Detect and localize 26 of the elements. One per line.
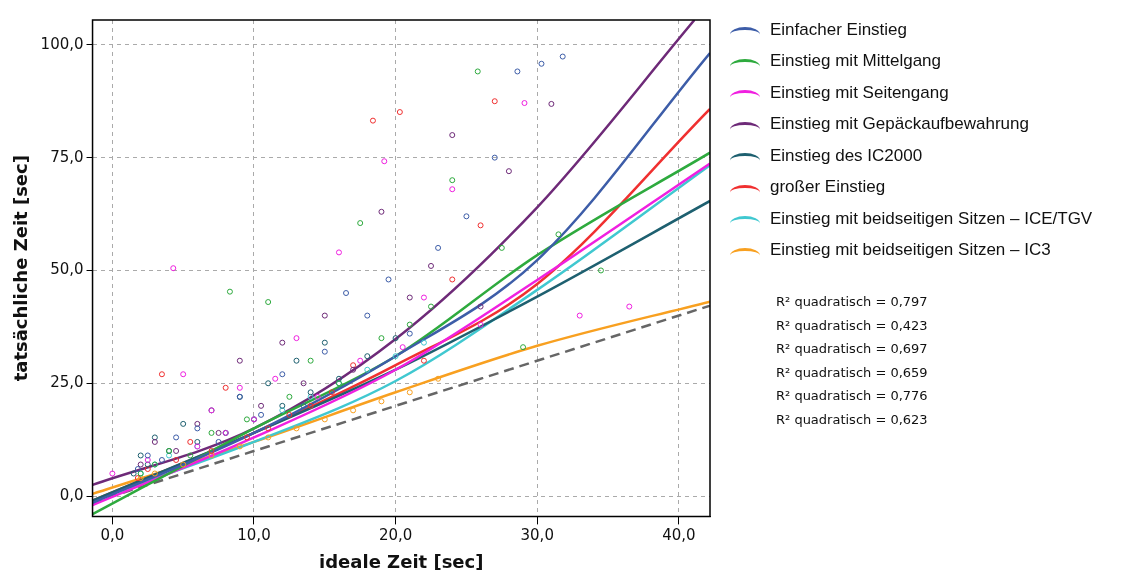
x-tick-label: 0,0 (100, 526, 125, 545)
y-tick-label: 0,0 (59, 485, 84, 504)
text: R² quadratisch = 0,659 (776, 364, 928, 382)
text: R² quadratisch = 0,423 (776, 317, 928, 335)
y-tick-label: 25,0 (50, 373, 84, 392)
legend-label: Einstieg mit beidseitigen Sitzen – ICE/TGV (770, 208, 1093, 229)
y-tick-label: 75,0 (50, 147, 84, 166)
x-tick-label: 30,0 (520, 526, 554, 545)
x-axis-title: ideale Zeit [sec] (319, 550, 484, 572)
legend-label: Einstieg mit Seitengang (770, 82, 949, 103)
legend-label: großer Einstieg (770, 177, 886, 198)
text: R² quadratisch = 0,623 (776, 411, 928, 429)
y-axis-title: tatsächliche Zeit [sec] (10, 155, 32, 382)
legend-label: Einfacher Einstieg (770, 19, 908, 40)
legend-label: Einstieg mit Mittelgang (770, 51, 942, 72)
y-tick-label: 50,0 (50, 260, 84, 279)
text: R² quadratisch = 0,697 (776, 341, 928, 358)
legend-label: Einstieg mit beidseitigen Sitzen – IC3 (770, 240, 1051, 261)
text: R² quadratisch = 0,776 (776, 388, 928, 405)
x-tick-label: 10,0 (237, 526, 271, 545)
legend-label: Einstieg des IC2000 (770, 145, 923, 166)
x-tick-label: 20,0 (378, 526, 413, 545)
text: R² quadratisch = 0,797 (776, 294, 928, 311)
legend-label: Einstieg mit Gepäckaufbewahrung (770, 114, 1029, 135)
y-tick-label: 100,0 (40, 34, 84, 53)
x-tick-label: 40,0 (662, 526, 696, 545)
